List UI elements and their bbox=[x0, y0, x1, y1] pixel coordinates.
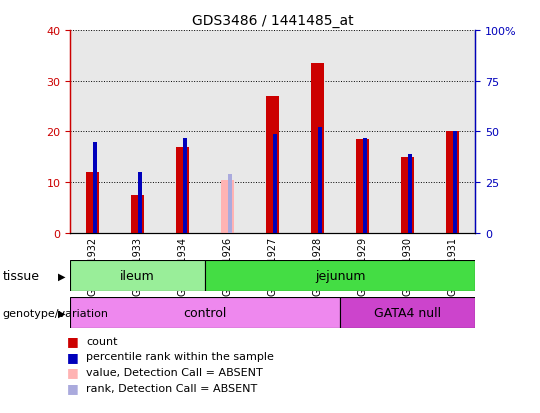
Text: ileum: ileum bbox=[120, 269, 155, 282]
Text: rank, Detection Call = ABSENT: rank, Detection Call = ABSENT bbox=[86, 383, 258, 393]
Bar bbox=[312, 64, 324, 233]
Text: tissue: tissue bbox=[3, 269, 40, 282]
Bar bbox=[221, 180, 234, 233]
Text: ■: ■ bbox=[67, 381, 79, 394]
Text: ■: ■ bbox=[67, 366, 79, 379]
Text: GDS3486 / 1441485_at: GDS3486 / 1441485_at bbox=[192, 14, 354, 28]
Bar bbox=[340, 297, 475, 328]
Text: GATA4 null: GATA4 null bbox=[374, 306, 441, 319]
Text: percentile rank within the sample: percentile rank within the sample bbox=[86, 351, 274, 361]
Bar bbox=[273, 134, 277, 233]
Bar bbox=[70, 260, 205, 291]
Bar bbox=[93, 142, 97, 233]
Bar bbox=[205, 260, 475, 291]
Text: jejunum: jejunum bbox=[315, 269, 366, 282]
Bar bbox=[266, 97, 279, 233]
Bar bbox=[318, 128, 322, 233]
Text: genotype/variation: genotype/variation bbox=[3, 308, 109, 318]
Bar bbox=[453, 132, 457, 233]
Bar bbox=[363, 138, 367, 233]
Text: count: count bbox=[86, 336, 118, 346]
Text: ■: ■ bbox=[67, 350, 79, 363]
Text: value, Detection Call = ABSENT: value, Detection Call = ABSENT bbox=[86, 367, 263, 377]
Bar bbox=[70, 297, 340, 328]
Bar bbox=[228, 175, 232, 233]
Bar bbox=[401, 157, 414, 233]
Bar bbox=[86, 173, 99, 233]
Bar bbox=[138, 173, 142, 233]
Text: ▶: ▶ bbox=[58, 271, 66, 281]
Bar bbox=[408, 154, 412, 233]
Text: ▶: ▶ bbox=[58, 308, 66, 318]
Text: ■: ■ bbox=[67, 334, 79, 347]
Bar bbox=[447, 132, 459, 233]
Bar bbox=[356, 140, 369, 233]
Bar bbox=[131, 195, 144, 233]
Bar bbox=[183, 138, 187, 233]
Bar bbox=[177, 147, 189, 233]
Text: control: control bbox=[184, 306, 227, 319]
